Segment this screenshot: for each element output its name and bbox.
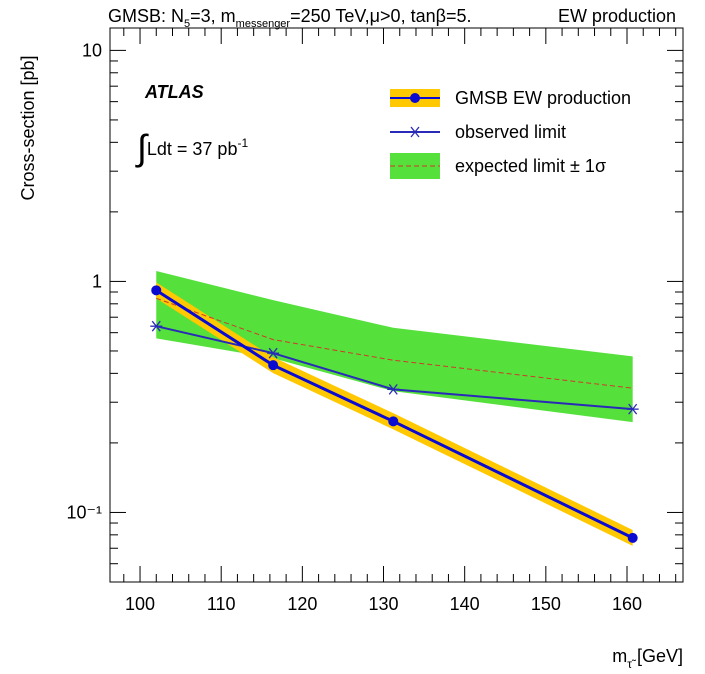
- marker: [151, 285, 162, 296]
- marker-stroke: [628, 403, 638, 415]
- x-axis-label-part: [GeV]: [632, 646, 683, 666]
- marker: [387, 383, 400, 395]
- marker-stroke: [268, 347, 278, 359]
- legend-label: expected limit ± 1σ: [455, 156, 606, 176]
- chart-title-part: =250 TeV,μ>0, tanβ=5.: [290, 6, 471, 26]
- series-line: [156, 325, 633, 411]
- marker-stroke: [151, 320, 161, 332]
- y-tick-label: 1: [92, 271, 102, 291]
- lumi-exp: -1: [237, 136, 248, 150]
- marker: [150, 320, 163, 332]
- y-tick-label: 10⁻¹: [66, 502, 102, 522]
- chart-title-part: 5: [184, 18, 190, 30]
- marker-stroke: [388, 383, 398, 395]
- marker: [627, 532, 638, 543]
- lumi-text: Ldt = 37 pb: [147, 139, 238, 159]
- legend-marker: [410, 93, 420, 103]
- y-tick-label: 10: [82, 40, 102, 60]
- marker-stroke: [410, 126, 420, 138]
- legend-marker: [409, 126, 421, 138]
- x-tick-label: 150: [531, 594, 561, 614]
- x-tick-label: 120: [287, 594, 317, 614]
- x-tick-label: 110: [207, 594, 236, 614]
- legend-label: observed limit: [455, 122, 566, 142]
- x-tick-label: 140: [450, 594, 480, 614]
- chart-title: GMSB: N5=3, mmessenger=250 TeV,μ>0, tanβ…: [108, 6, 471, 30]
- marker: [626, 403, 639, 415]
- chart-title-right: EW production: [558, 6, 676, 26]
- plot-frame: [109, 27, 684, 583]
- marker: [268, 360, 279, 371]
- chart-title-part: messenger: [236, 18, 291, 30]
- chart-title-part: GMSB: N: [108, 6, 184, 26]
- x-axis-label-part: m: [612, 646, 627, 666]
- x-axis-label: mτ̃ [GeV]: [612, 646, 683, 671]
- marker: [388, 416, 399, 427]
- lumi-integral: ∫: [135, 127, 149, 168]
- lumi-label: ∫Ldt = 37 pb-1: [135, 127, 248, 168]
- marker: [267, 347, 280, 359]
- chart-title-part: =3, m: [190, 6, 236, 26]
- x-tick-label: 160: [612, 594, 642, 614]
- series-line: [156, 297, 633, 389]
- x-tick-label: 130: [368, 594, 398, 614]
- y-axis-label: Cross-section [pb]: [18, 55, 38, 200]
- series-line: [155, 289, 634, 540]
- legend-label: GMSB EW production: [455, 88, 631, 108]
- experiment-label: ATLAS: [144, 82, 204, 102]
- x-tick-label: 100: [125, 594, 155, 614]
- band: [156, 270, 633, 423]
